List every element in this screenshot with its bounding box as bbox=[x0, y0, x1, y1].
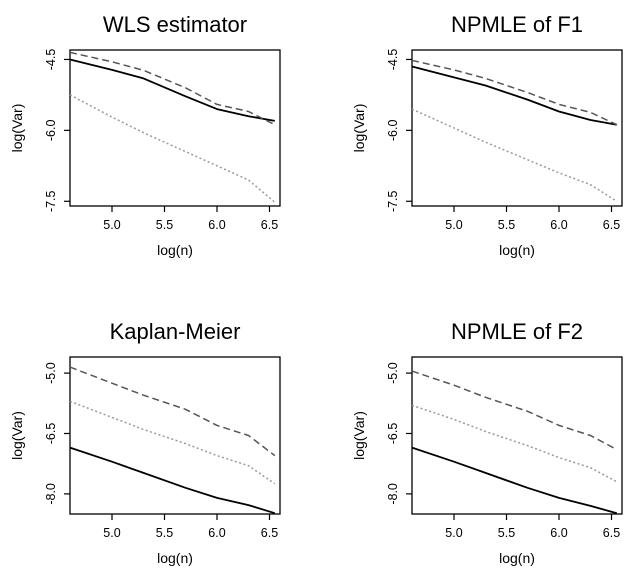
x-tick-label: 5.0 bbox=[103, 218, 120, 232]
x-tick-label: 6.5 bbox=[603, 218, 620, 232]
panel-3: Kaplan-Meier 5.0 5.5 6.0 6.5 -5.0 -6.5 -8.0 log(… bbox=[9, 319, 281, 566]
series-line-solid bbox=[69, 446, 276, 515]
x-tick-label: 6.0 bbox=[208, 526, 225, 540]
panel-2: NPMLE of F1 5.0 5.5 6.0 6.5 -4.5 -6.0 -7.5 log(n… bbox=[351, 12, 623, 258]
plot-frame bbox=[69, 49, 281, 207]
y-tick-label: -7.5 bbox=[386, 190, 400, 212]
series-line-dotted bbox=[69, 94, 276, 203]
y-tick-label: -4.5 bbox=[44, 49, 58, 71]
y-tick-label: -5.0 bbox=[44, 362, 58, 384]
x-axis-label: log(n) bbox=[157, 242, 193, 258]
plot-frame bbox=[69, 356, 281, 515]
series-line-solid bbox=[69, 58, 275, 122]
y-tick-label: -4.5 bbox=[386, 49, 400, 71]
y-axis-label: log(Var) bbox=[9, 411, 25, 460]
x-tick-label: 6.0 bbox=[550, 218, 567, 232]
x-axis-label: log(n) bbox=[499, 550, 535, 566]
x-tick-label: 5.0 bbox=[103, 526, 120, 540]
y-tick-label: -8.0 bbox=[386, 483, 400, 505]
series-line-dashed bbox=[411, 59, 618, 126]
panel-title: Kaplan-Meier bbox=[110, 319, 241, 344]
x-axis-label: log(n) bbox=[157, 550, 193, 566]
panel-title: NPMLE of F1 bbox=[451, 12, 583, 37]
x-tick-label: 6.5 bbox=[603, 526, 620, 540]
y-axis-label: log(Var) bbox=[351, 411, 367, 460]
x-tick-label: 6.5 bbox=[261, 218, 278, 232]
y-tick-label: -6.0 bbox=[44, 120, 58, 142]
y-axis-label: log(Var) bbox=[351, 104, 367, 153]
x-tick-label: 5.5 bbox=[156, 218, 173, 232]
x-tick-label: 6.0 bbox=[208, 218, 225, 232]
x-tick-label: 5.5 bbox=[498, 218, 515, 232]
y-tick-label: -7.5 bbox=[44, 190, 58, 212]
x-tick-label: 5.5 bbox=[156, 526, 173, 540]
x-tick-label: 6.0 bbox=[550, 526, 567, 540]
panel-4: NPMLE of F2 5.0 5.5 6.0 6.5 -5.0 -6.5 -8.0 log(n… bbox=[351, 319, 623, 566]
panel-title: WLS estimator bbox=[103, 12, 247, 37]
y-tick-label: -6.5 bbox=[44, 423, 58, 445]
plot-frame bbox=[411, 356, 623, 515]
y-axis-label: log(Var) bbox=[9, 104, 25, 153]
x-axis-label: log(n) bbox=[499, 242, 535, 258]
series-line-solid bbox=[411, 65, 617, 126]
y-tick-label: -5.0 bbox=[386, 362, 400, 384]
series-line-dotted bbox=[411, 108, 618, 202]
series-line-dashed bbox=[411, 370, 618, 451]
x-tick-label: 6.5 bbox=[261, 526, 278, 540]
series-line-dotted bbox=[411, 404, 618, 483]
plot-frame bbox=[411, 49, 623, 207]
panel-1: WLS estimator 5.0 5.5 6.0 6.5 -4.5 -6.0 -7.5 log… bbox=[9, 12, 281, 258]
x-tick-label: 5.5 bbox=[498, 526, 515, 540]
series-line-dotted bbox=[69, 400, 276, 485]
y-tick-label: -8.0 bbox=[44, 483, 58, 505]
x-tick-label: 5.0 bbox=[445, 218, 462, 232]
series-line-dashed bbox=[69, 366, 276, 457]
panel-title: NPMLE of F2 bbox=[451, 319, 583, 344]
y-tick-label: -6.0 bbox=[386, 120, 400, 142]
x-tick-label: 5.0 bbox=[445, 526, 462, 540]
series-line-dashed bbox=[69, 51, 276, 126]
series-line-solid bbox=[411, 446, 618, 515]
y-tick-label: -6.5 bbox=[386, 423, 400, 445]
